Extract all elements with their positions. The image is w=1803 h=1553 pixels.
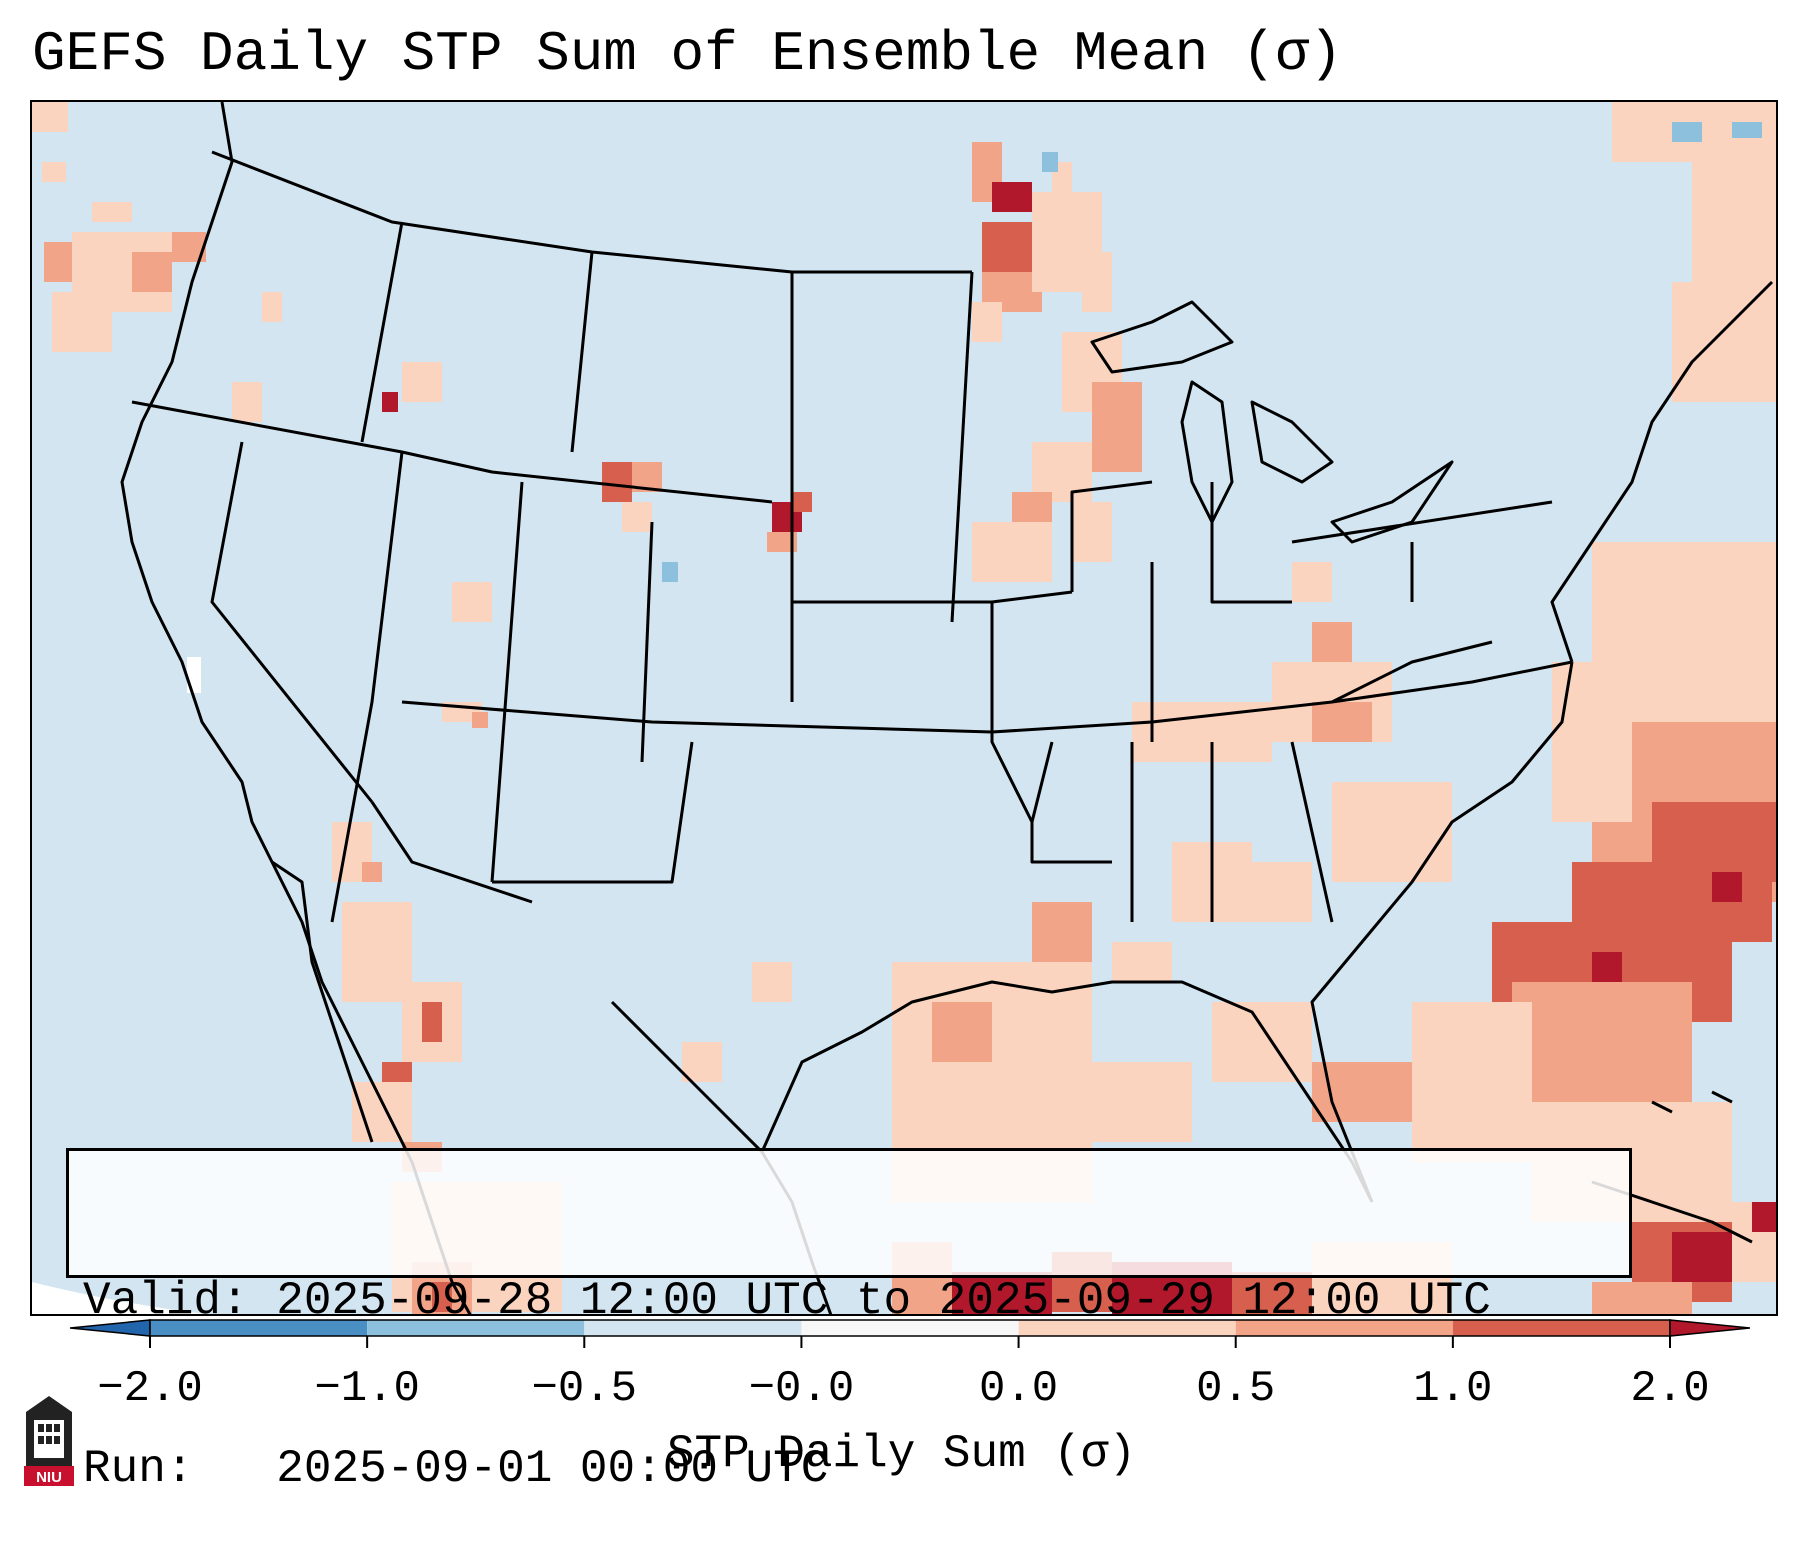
run-label: Run: [83, 1443, 194, 1495]
colorbar-bin [1235, 1320, 1453, 1336]
boundaries [120, 102, 1774, 1314]
colorbar-tick-label: −0.0 [748, 1364, 855, 1414]
colorbar-tick-label: 1.0 [1413, 1364, 1493, 1414]
valid-label: Valid: [83, 1275, 249, 1327]
valid-value: 2025-09-28 12:00 UTC to 2025-09-29 12:00… [276, 1275, 1491, 1327]
anomaly-atlantic [1412, 102, 1776, 1314]
anomaly-pacific-nw [32, 102, 282, 422]
colorbar-tick-label: 0.0 [978, 1364, 1059, 1414]
colorbar-tick-label: 2.0 [1630, 1364, 1710, 1414]
colorbar-tick-label: 0.5 [1196, 1364, 1276, 1414]
niu-logo-icon: NIU [24, 1396, 74, 1486]
colorbar-extend-high [1669, 1319, 1750, 1337]
anomaly-rockies [382, 362, 812, 728]
colorbar-bins [149, 1319, 1671, 1337]
colorbar-tick-label: −1.0 [314, 1364, 420, 1414]
colorbar-extend-low [70, 1319, 151, 1337]
colorbar-bin [367, 1320, 585, 1336]
colorbar-bin [1018, 1320, 1236, 1336]
logo-text: NIU [36, 1469, 62, 1486]
colorbar-bin [150, 1320, 368, 1336]
run-line: Run: 2025-09-01 00:00 UTC [83, 1441, 1615, 1497]
info-box: Valid: 2025-09-28 12:00 UTC to 2025-09-2… [66, 1148, 1632, 1495]
globe-edge [32, 1282, 206, 1314]
colorbar-bin [584, 1320, 802, 1336]
colorbar-bin [801, 1320, 1019, 1336]
colorbar-tick-label: −2.0 [97, 1364, 203, 1414]
colorbar-ticks [149, 1336, 1671, 1348]
map-canvas [32, 102, 1776, 1314]
colorbar-tick-label: −0.5 [531, 1364, 638, 1414]
run-value: 2025-09-01 00:00 UTC [276, 1443, 829, 1495]
colorbar [70, 1319, 1750, 1348]
valid-line: Valid: 2025-09-28 12:00 UTC to 2025-09-2… [83, 1273, 1615, 1329]
anomaly-north-central [972, 142, 1112, 342]
colorbar-bin [1452, 1320, 1670, 1336]
map-title: GEFS Daily STP Sum of Ensemble Mean (σ) [32, 22, 1343, 86]
anomaly-upper-midwest [972, 332, 1142, 582]
colorbar-label: STP Daily Sum (σ) [666, 1428, 1137, 1480]
map-panel [30, 100, 1778, 1316]
